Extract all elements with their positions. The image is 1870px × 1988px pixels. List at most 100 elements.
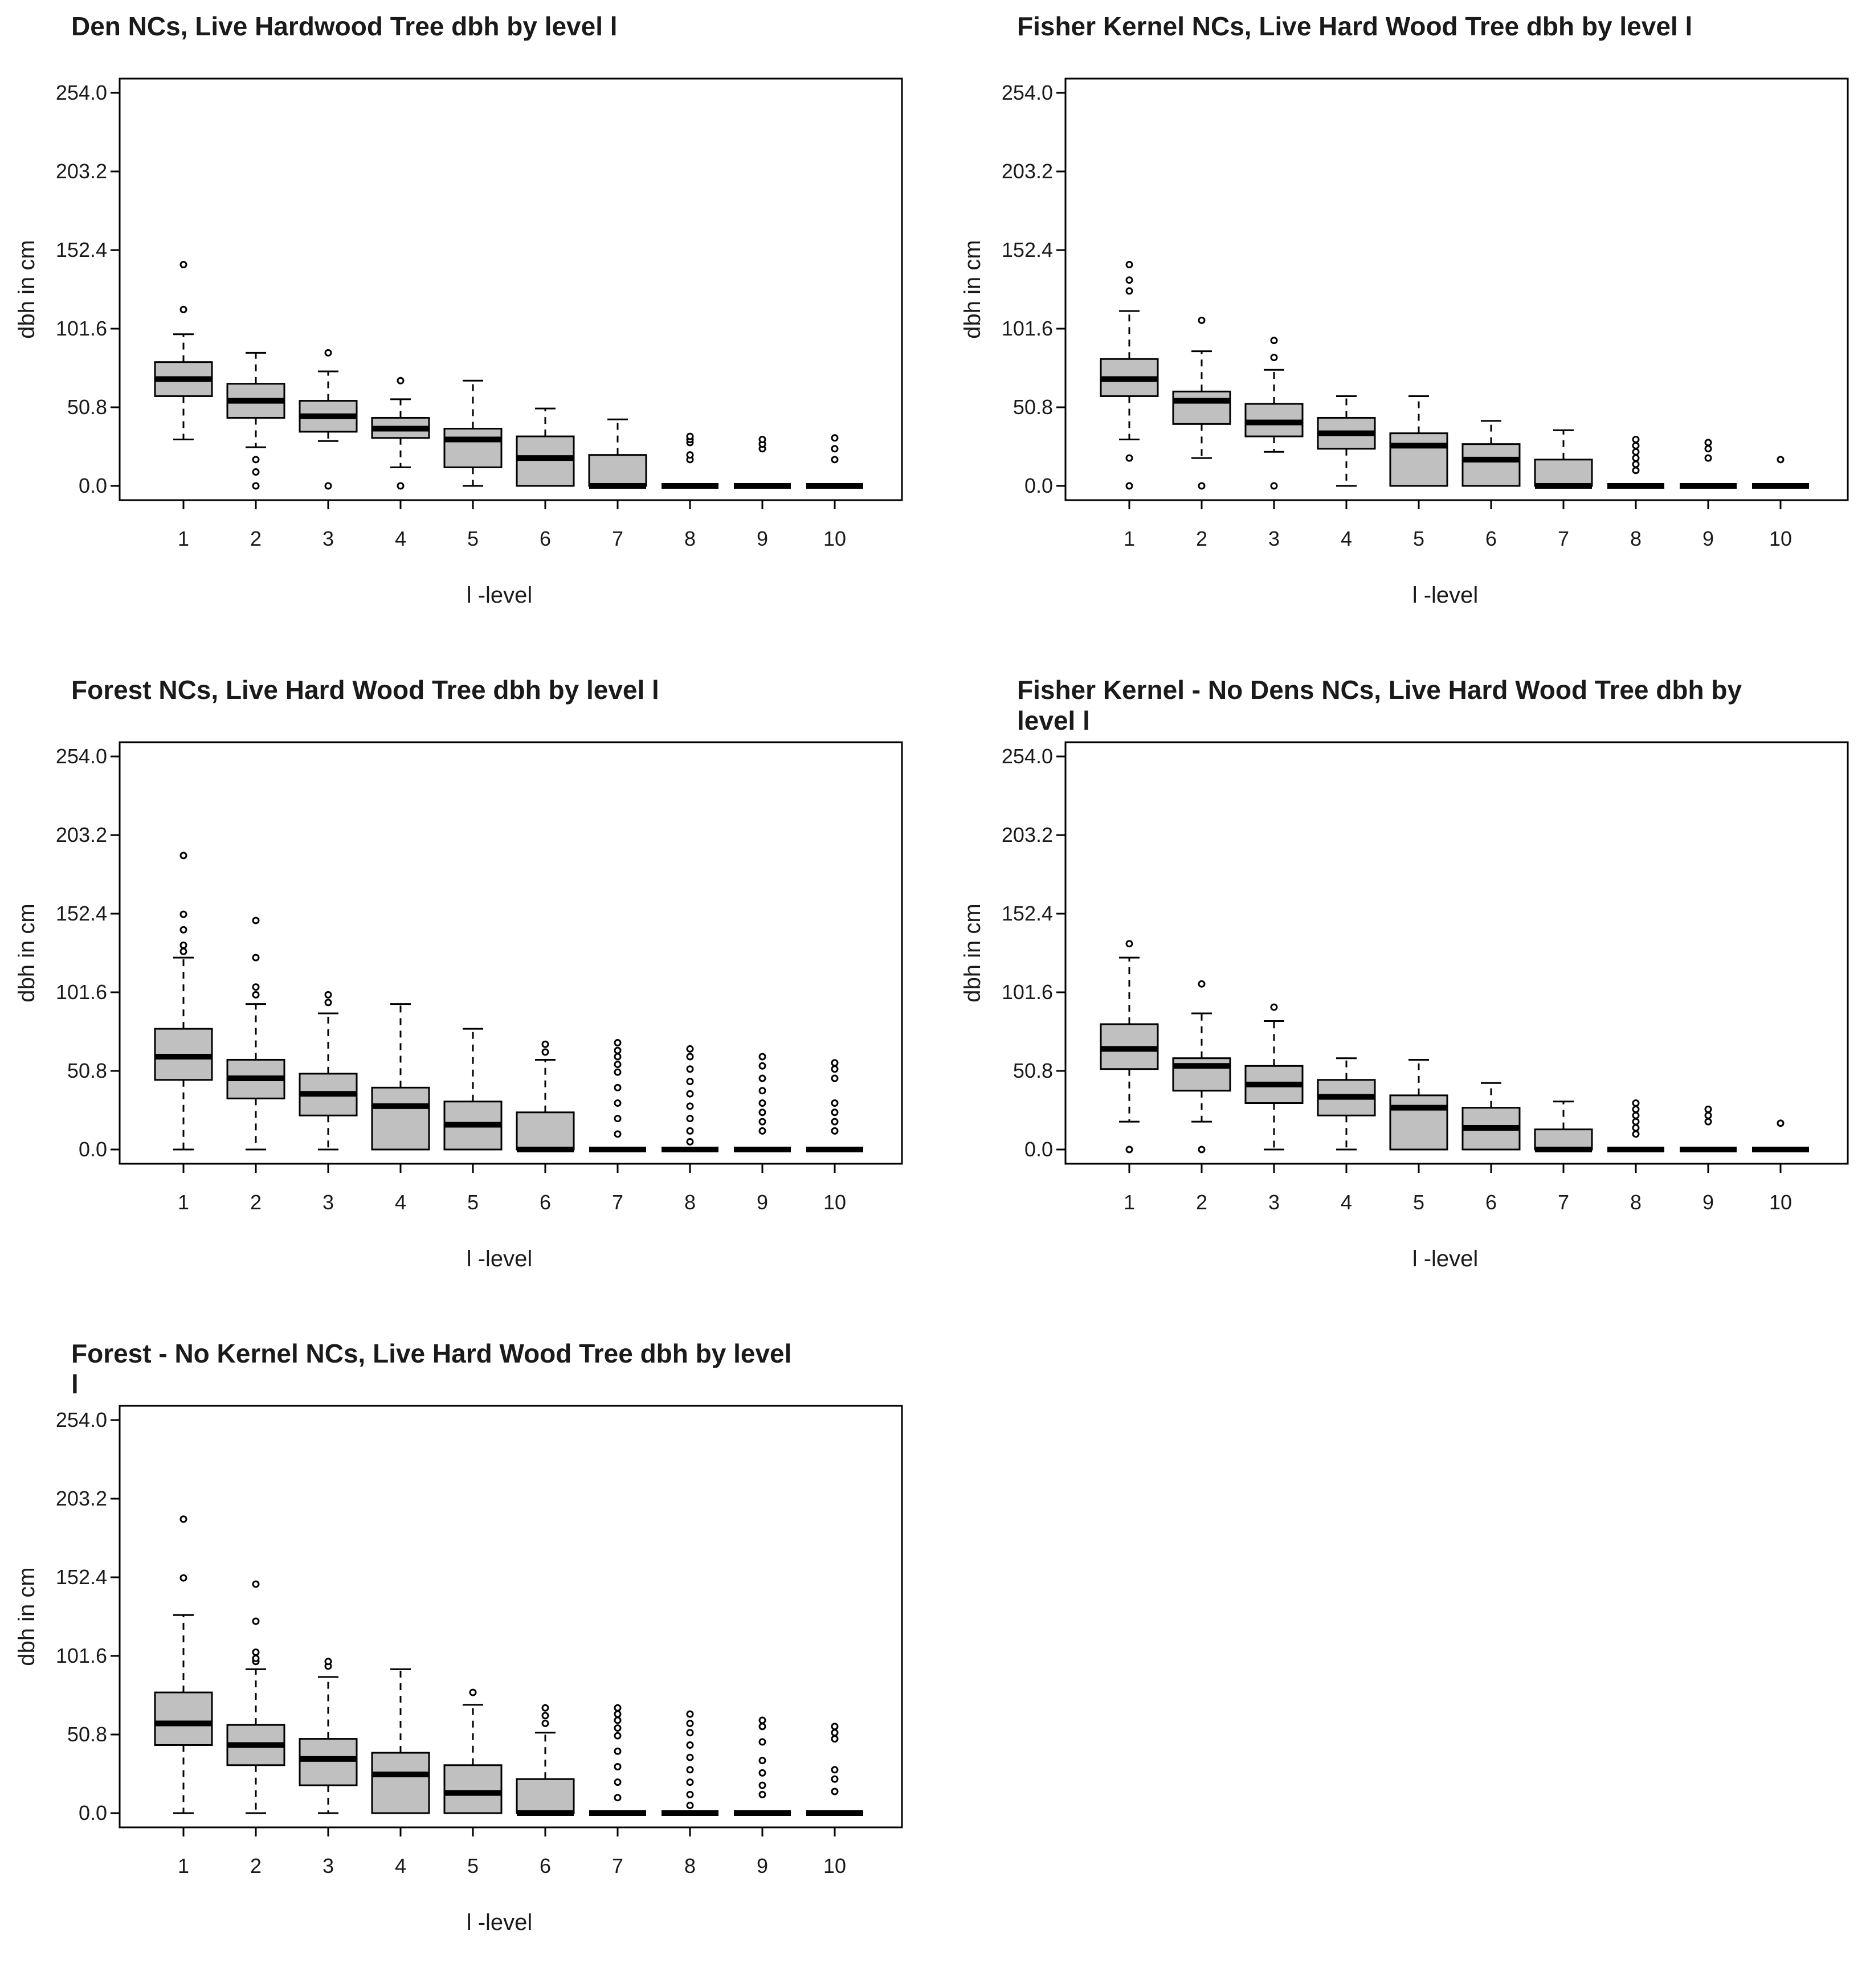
y-tick-label: 203.2 <box>56 823 107 846</box>
outlier-point <box>252 1648 260 1656</box>
outlier-point <box>686 1729 694 1737</box>
outlier-point <box>252 991 260 999</box>
y-tick-label: 101.6 <box>56 980 107 1004</box>
box-iqr <box>1172 1057 1231 1092</box>
outlier-point <box>1632 1130 1640 1138</box>
x-tick-label: 4 <box>395 527 406 550</box>
outlier-point <box>1632 436 1640 444</box>
outlier-point <box>686 1753 694 1761</box>
outlier-point <box>179 305 187 313</box>
x-axis-label: l -level <box>467 1910 533 1935</box>
x-tick-label: 2 <box>1196 527 1207 550</box>
y-tick-label: 50.8 <box>67 1059 107 1082</box>
outlier-point <box>614 1039 622 1047</box>
x-tick-label: 1 <box>178 1854 189 1877</box>
box-iqr <box>516 1111 575 1151</box>
outlier-point <box>1270 337 1278 345</box>
outlier-point <box>541 1048 549 1056</box>
chart-title: Forest - No Kernel NCs, Live Hard Wood T… <box>71 1339 791 1399</box>
x-tick-label: 3 <box>322 527 334 550</box>
x-tick-label: 5 <box>467 527 479 550</box>
outlier-point <box>1704 1105 1712 1113</box>
outlier-point <box>1704 1111 1712 1119</box>
x-tick-label: 8 <box>684 1854 696 1877</box>
outlier-point <box>1125 287 1133 295</box>
y-tick-label: 203.2 <box>1002 823 1053 846</box>
plot-frame <box>119 741 903 1165</box>
outlier-point <box>614 1724 622 1732</box>
box-iqr <box>299 1738 358 1786</box>
x-tick-label: 10 <box>823 527 846 550</box>
outlier-point <box>758 1108 766 1116</box>
y-tick-label: 203.2 <box>56 1487 107 1510</box>
outlier-point <box>686 1102 694 1110</box>
outlier-point <box>614 1704 622 1712</box>
y-tick-label: 101.6 <box>56 1644 107 1667</box>
outlier-point <box>686 1045 694 1053</box>
outlier-point <box>831 1065 839 1073</box>
outlier-point <box>1704 454 1712 462</box>
outlier-point <box>831 1775 839 1783</box>
outlier-point <box>397 482 405 490</box>
outlier-point <box>179 261 187 269</box>
outlier-point <box>758 1769 766 1777</box>
y-axis-label: dbh in cm <box>960 240 985 338</box>
outlier-point <box>1632 454 1640 462</box>
outlier-point <box>179 910 187 918</box>
x-tick-label: 9 <box>757 527 768 550</box>
outlier-point <box>1632 467 1640 474</box>
chart-title-line: Den NCs, Live Hardwood Tree dbh by level… <box>71 11 618 41</box>
outlier-point <box>1125 940 1133 948</box>
x-tick-label: 7 <box>612 1191 623 1214</box>
x-tick-label: 1 <box>1124 1191 1135 1214</box>
x-tick-label: 5 <box>467 1854 479 1877</box>
outlier-point <box>831 1059 839 1067</box>
outlier-point <box>1632 448 1640 456</box>
outlier-point <box>179 941 187 949</box>
outlier-point <box>1704 445 1712 453</box>
x-tick-label: 9 <box>1702 1191 1714 1214</box>
chart-title: Den NCs, Live Hardwood Tree dbh by level… <box>71 11 618 41</box>
x-tick-label: 4 <box>1341 527 1352 550</box>
x-tick-label: 8 <box>1630 527 1642 550</box>
y-axis-label: dbh in cm <box>14 240 39 338</box>
outlier-point <box>1704 439 1712 447</box>
y-tick-label: 203.2 <box>56 159 107 183</box>
outlier-point <box>758 1127 766 1135</box>
y-tick-label: 152.4 <box>56 1565 107 1589</box>
box-iqr <box>516 1778 575 1814</box>
outlier-point <box>324 999 332 1007</box>
chart-title-line: Forest NCs, Live Hard Wood Tree dbh by l… <box>71 675 659 705</box>
y-tick-label: 152.4 <box>56 902 107 925</box>
outlier-point <box>1198 980 1206 988</box>
outlier-point <box>831 1787 839 1795</box>
outlier-point <box>1125 1146 1133 1153</box>
y-tick-label: 254.0 <box>1002 745 1053 768</box>
outlier-point <box>324 482 332 490</box>
outlier-point <box>758 1053 766 1061</box>
outlier-point <box>686 1719 694 1727</box>
outlier-point <box>1198 316 1206 324</box>
outlier-point <box>831 1735 839 1743</box>
x-tick-label: 6 <box>1485 527 1497 550</box>
y-tick-label: 0.0 <box>1024 474 1053 497</box>
x-axis-label: l -level <box>1412 1246 1479 1271</box>
x-tick-label: 3 <box>1268 1191 1280 1214</box>
x-tick-label: 9 <box>757 1854 768 1877</box>
outlier-point <box>179 1574 187 1582</box>
x-tick-label: 8 <box>1630 1191 1642 1214</box>
outlier-point <box>758 436 766 444</box>
outlier-point <box>252 456 260 464</box>
x-tick-label: 10 <box>1769 1191 1792 1214</box>
outlier-point <box>831 1766 839 1774</box>
chart-title-line: Forest - No Kernel NCs, Live Hard Wood T… <box>71 1339 791 1368</box>
outlier-point <box>686 1790 694 1798</box>
y-tick-label: 0.0 <box>1024 1138 1053 1161</box>
y-tick-label: 101.6 <box>56 317 107 340</box>
outlier-point <box>686 1115 694 1123</box>
outlier-point <box>831 1729 839 1737</box>
x-tick-label: 8 <box>684 1191 696 1214</box>
outlier-point <box>614 1732 622 1740</box>
outlier-point <box>758 1757 766 1765</box>
plot-frame <box>119 1405 903 1829</box>
